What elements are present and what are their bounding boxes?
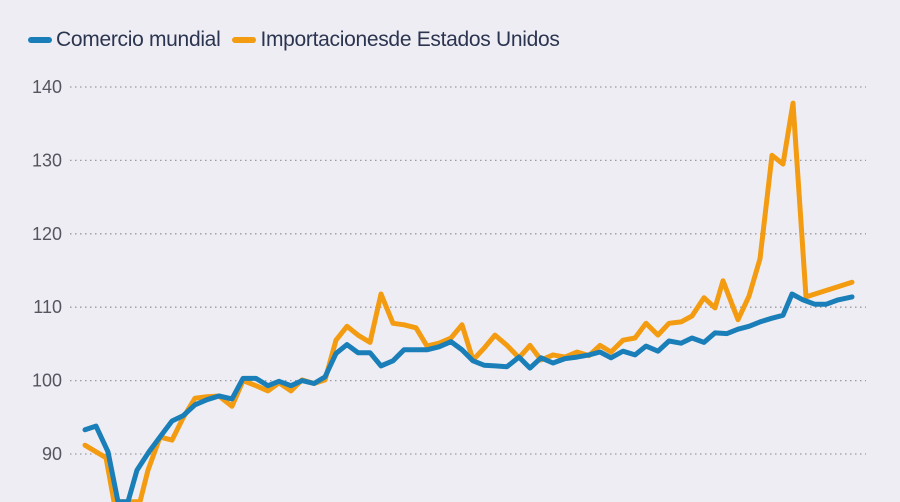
legend-swatch-world-trade [28,37,52,43]
y-tick-label-110: 110 [33,297,62,317]
legend-item-world-trade: Comercio mundial [28,28,221,52]
legend-label-world-trade: Comercio mundial [56,28,221,51]
y-tick-label-90: 90 [42,444,62,464]
y-axis-tick-labels: 90 100 110 120 130 140 [32,77,62,464]
legend-swatch-us-imports [232,37,257,43]
y-tick-label-130: 130 [32,150,62,170]
legend-label-us-imports: Importacionesde Estados Unidos [260,28,560,51]
y-tick-label-120: 120 [32,224,62,244]
series-lines [82,100,855,502]
legend-item-us-imports: Importacionesde Estados Unidos [232,28,560,52]
series-line-world-trade [82,291,855,502]
chart-legend: Comercio mundial Importacionesde Estados… [28,28,572,52]
y-tick-label-140: 140 [32,77,62,97]
series-line-us-imports [82,100,855,502]
gridlines [70,86,866,455]
y-tick-label-100: 100 [32,371,62,391]
